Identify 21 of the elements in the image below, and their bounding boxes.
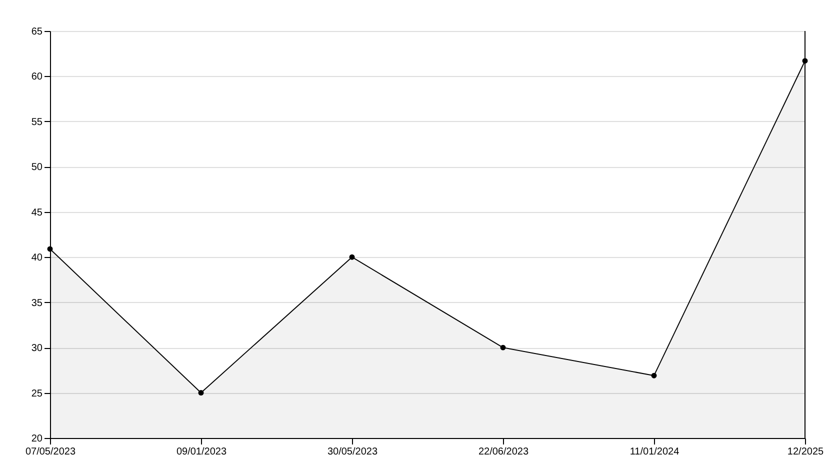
x-tick-label: 07/05/2023 [25, 446, 76, 458]
x-tick-label: 22/06/2023 [478, 446, 529, 458]
x-tick-label: 12/2025 [787, 446, 824, 458]
x-tick-label: 11/01/2024 [630, 446, 680, 458]
y-tick-label: 30 [31, 343, 43, 354]
y-tick-label: 65 [31, 26, 43, 38]
x-tick-label: 30/05/2023 [327, 446, 378, 458]
point [349, 254, 355, 260]
point [198, 390, 204, 396]
y-tick-label: 40 [31, 252, 43, 264]
point [500, 344, 506, 350]
y-tick-label: 55 [31, 116, 43, 128]
y-tick-label: 50 [31, 162, 43, 174]
y-tick-label: 25 [31, 388, 43, 400]
y-tick-label: 35 [31, 298, 43, 309]
y-tick-label: 60 [31, 72, 43, 83]
y-tick-label: 45 [31, 207, 43, 218]
point [47, 246, 53, 252]
point [651, 372, 657, 378]
x-tick-label: 09/01/2023 [176, 446, 227, 458]
y-tick-label: 20 [31, 434, 43, 444]
